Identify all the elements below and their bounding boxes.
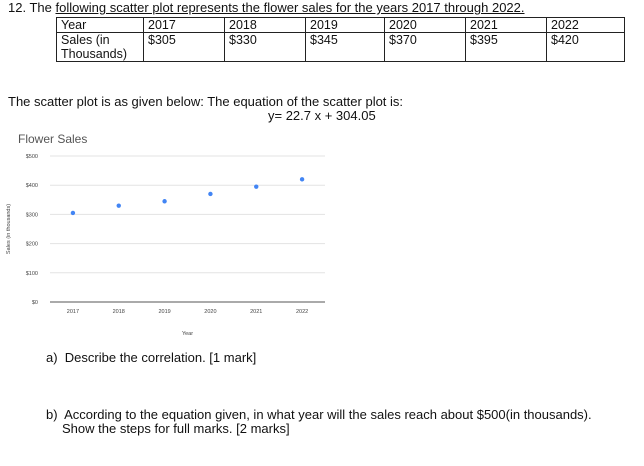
- data-point: [254, 184, 259, 189]
- row-header-year: Year: [56, 17, 144, 33]
- year-cell: 2019: [305, 17, 385, 33]
- intro-text: The scatter plot is as given below: The …: [8, 94, 404, 109]
- equation: y= 22.7 x + 304.05: [268, 108, 376, 123]
- y-tick-label: $100: [26, 271, 38, 277]
- question-prefix: The: [29, 0, 52, 15]
- year-cell: 2017: [143, 17, 225, 33]
- x-tick-label: 2018: [113, 309, 125, 315]
- part-b-label: b): [46, 407, 58, 422]
- y-axis-label: Sales (in thousands): [6, 204, 12, 254]
- table-row-sales: Sales (in Thousands) $305 $330 $345 $370…: [56, 32, 625, 62]
- year-cell: 2018: [224, 17, 306, 33]
- scatter-chart: Flower Sales $0 $100 $200 $300 $400 $500 2017 20…: [6, 132, 325, 337]
- y-tick-label: $300: [26, 212, 38, 218]
- part-b-line2: Show the steps for full marks. [2 marks]: [62, 421, 290, 436]
- sales-cell: $370: [384, 32, 466, 62]
- part-a-text: Describe the correlation. [1 mark]: [64, 350, 257, 365]
- sales-cell: $345: [305, 32, 385, 62]
- part-a-label: a): [46, 350, 58, 365]
- row-header-sales: Sales (in Thousands): [56, 32, 144, 62]
- y-tick-label: $400: [26, 183, 38, 189]
- data-point: [208, 191, 213, 197]
- year-cell: 2020: [384, 17, 466, 33]
- sales-table: Year 2017 2018 2019 2020 2021 2022 Sales…: [56, 17, 625, 62]
- sales-cell: $395: [465, 32, 547, 62]
- x-tick-label: 2022: [296, 309, 308, 315]
- year-cell: 2021: [465, 17, 547, 33]
- part-b-line1: According to the equation given, in what…: [64, 407, 592, 422]
- y-tick-label: $0: [32, 300, 38, 306]
- table-row-year: Year 2017 2018 2019 2020 2021 2022: [56, 17, 625, 33]
- data-point: [116, 203, 121, 208]
- x-tick-label: 2020: [204, 309, 216, 315]
- year-cell: 2022: [546, 17, 625, 33]
- data-point: [299, 177, 305, 182]
- sales-cell: $330: [224, 32, 306, 62]
- x-tick-label: 2017: [67, 309, 79, 315]
- question-title: 12. The following scatter plot represent…: [8, 0, 525, 15]
- sales-cell: $420: [546, 32, 625, 62]
- x-tick-label: 2021: [250, 309, 262, 315]
- y-tick-label: $500: [26, 154, 38, 160]
- data-point: [162, 199, 167, 204]
- part-a: a) Describe the correlation. [1 mark]: [46, 350, 256, 365]
- question-number: 12.: [8, 0, 27, 15]
- x-axis-label: Year: [182, 331, 193, 337]
- sales-cell: $305: [143, 32, 225, 62]
- part-b: b) According to the equation given, in w…: [46, 407, 592, 422]
- y-tick-label: $200: [26, 242, 38, 248]
- x-tick-label: 2019: [158, 309, 170, 315]
- question-text: following scatter plot represents the fl…: [55, 0, 525, 15]
- chart-title: Flower Sales: [18, 132, 87, 146]
- data-point: [70, 210, 76, 216]
